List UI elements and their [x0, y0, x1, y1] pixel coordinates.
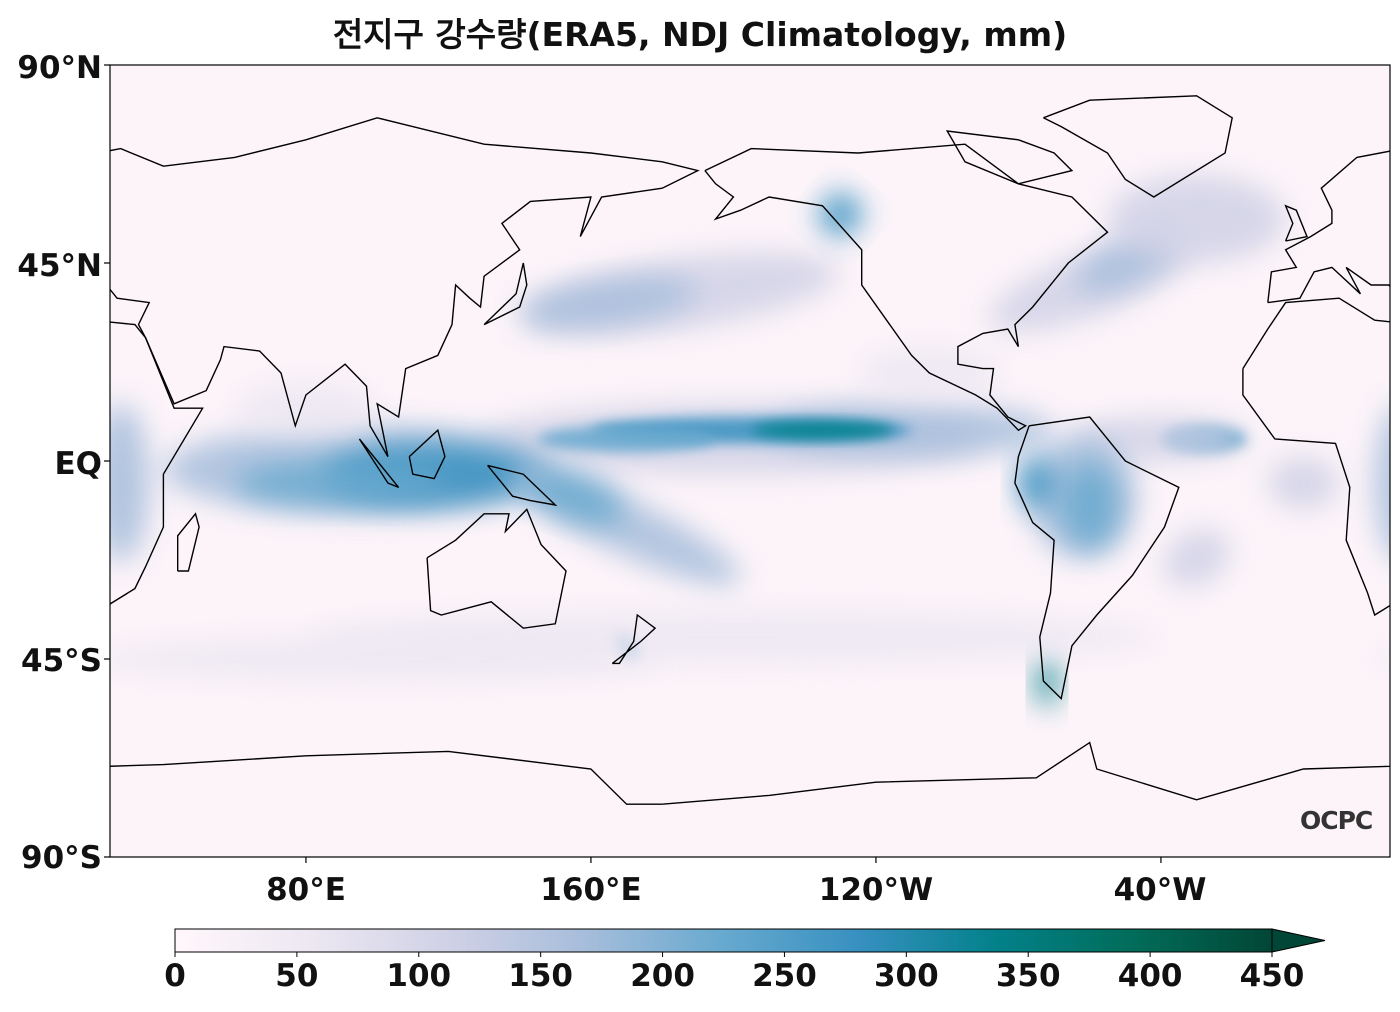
coastline [945, 130, 1074, 185]
precipitation-region [1061, 461, 1119, 549]
colorbar-tick-label: 350 [995, 958, 1061, 994]
coastline [110, 750, 663, 805]
colorbar-tick-label: 400 [1117, 958, 1183, 994]
lat-tick-label: 90°N [17, 50, 102, 86]
colorbar-tick-label: 450 [1239, 958, 1305, 994]
lon-tick-label: 40°W [1113, 872, 1207, 908]
colorbar-tick-label: 250 [752, 958, 817, 994]
coastline [110, 117, 700, 457]
lon-tick-label: 80°E [266, 872, 346, 908]
lat-tick-label: 45°S [21, 643, 102, 679]
coastlines [3, 95, 1390, 805]
coastline [176, 512, 200, 572]
coastline [426, 508, 567, 629]
precipitation-region [537, 425, 716, 453]
precipitation-region [1163, 528, 1231, 587]
coastline [408, 428, 446, 480]
coastline [1043, 95, 1233, 198]
colorbar-tick-label: 0 [164, 958, 186, 994]
coastline [1284, 204, 1308, 242]
precipitation-region [110, 403, 150, 563]
colorbar-extend-arrow [1271, 928, 1326, 953]
coastline [704, 143, 1109, 432]
precipitation-region [1374, 651, 1390, 667]
ocpc-logo: OCPC [1300, 806, 1373, 835]
coastline [662, 741, 1390, 805]
coastline [1014, 416, 1180, 701]
lon-tick-label: 160°E [540, 872, 642, 908]
precipitation-field [0, 175, 1390, 708]
precipitation-region [110, 637, 663, 681]
map-title: 전지구 강수량(ERA5, NDJ Climatology, mm) [332, 15, 1068, 54]
lon-tick-label: 120°W [818, 872, 934, 908]
precipitation-region [1107, 175, 1286, 263]
colorbar [174, 928, 1326, 957]
colorbar-tick-label: 200 [630, 958, 695, 994]
precipitation-region [234, 381, 378, 435]
coastline [611, 613, 657, 665]
colorbar-tick-label: 150 [508, 958, 574, 994]
lat-tick-label: EQ [54, 446, 102, 482]
coastline [3, 206, 24, 241]
precipitation-region [520, 277, 697, 328]
precipitation-region [234, 461, 449, 505]
precipitation-region [818, 192, 862, 237]
lat-tick-label: 90°S [21, 840, 102, 876]
coastline [358, 438, 400, 489]
precipitation-region [1267, 456, 1340, 510]
colorbar-tick-label: 300 [873, 958, 939, 994]
coastline [483, 262, 528, 326]
colorbar-gradient [174, 928, 1273, 953]
coastline [110, 321, 204, 605]
precipitation-region [0, 175, 3, 263]
precipitation-region [751, 421, 894, 440]
lat-tick-label: 45°N [17, 248, 102, 284]
precipitation-region [0, 457, 57, 510]
precipitation-region [1374, 412, 1390, 554]
precipitation-region [1018, 456, 1055, 510]
colorbar-tick-label: 50 [275, 958, 319, 994]
precipitation-region [522, 468, 624, 524]
coastline [487, 464, 558, 507]
precipitation-region [1036, 654, 1058, 708]
colorbar-tick-label: 100 [386, 958, 452, 994]
coastline [1242, 297, 1390, 617]
